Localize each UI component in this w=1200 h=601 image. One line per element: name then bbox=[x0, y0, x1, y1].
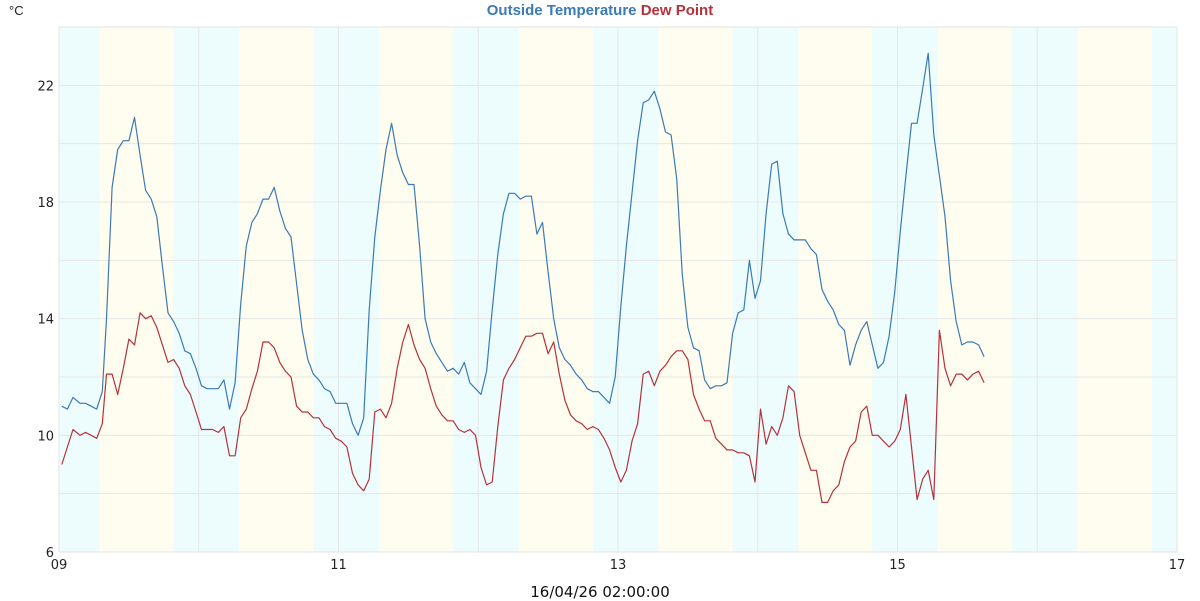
daylight-band bbox=[658, 27, 733, 552]
y-axis-unit: °C bbox=[9, 3, 24, 18]
x-tick-label: 11 bbox=[330, 558, 347, 573]
x-tick-label: 17 bbox=[1169, 558, 1186, 573]
legend-dew-point: Dew Point bbox=[640, 2, 714, 19]
y-tick-label: 10 bbox=[37, 429, 54, 444]
daylight-band bbox=[99, 27, 174, 552]
chart-title: Outside Temperature Dew Point bbox=[0, 2, 1200, 19]
grid-lines bbox=[58, 26, 1178, 553]
plot-border bbox=[58, 26, 1178, 553]
x-tick-label: 09 bbox=[51, 558, 68, 573]
x-tick-label: 13 bbox=[610, 558, 627, 573]
series-outside-temperature bbox=[61, 52, 985, 436]
daylight-band bbox=[798, 27, 873, 552]
daylight-band bbox=[239, 27, 314, 552]
axis-ticks: 6 10 14 18 22 09 11 13 15 17 bbox=[37, 79, 1185, 573]
data-series bbox=[61, 52, 985, 503]
y-tick-label: 18 bbox=[37, 196, 54, 211]
y-tick-label: 14 bbox=[37, 313, 54, 328]
legend-outside-temperature: Outside Temperature bbox=[486, 2, 637, 19]
daylight-band bbox=[518, 27, 593, 552]
daylight-band bbox=[1077, 27, 1152, 552]
x-axis-label: 16/04/26 02:00:00 bbox=[530, 583, 670, 601]
y-tick-label: 22 bbox=[37, 79, 54, 94]
daylight-band bbox=[938, 27, 1013, 552]
x-tick-label: 15 bbox=[889, 558, 906, 573]
series-dew-point bbox=[61, 312, 985, 503]
y-tick-label: 6 bbox=[46, 546, 54, 561]
daylight-band bbox=[379, 27, 454, 552]
